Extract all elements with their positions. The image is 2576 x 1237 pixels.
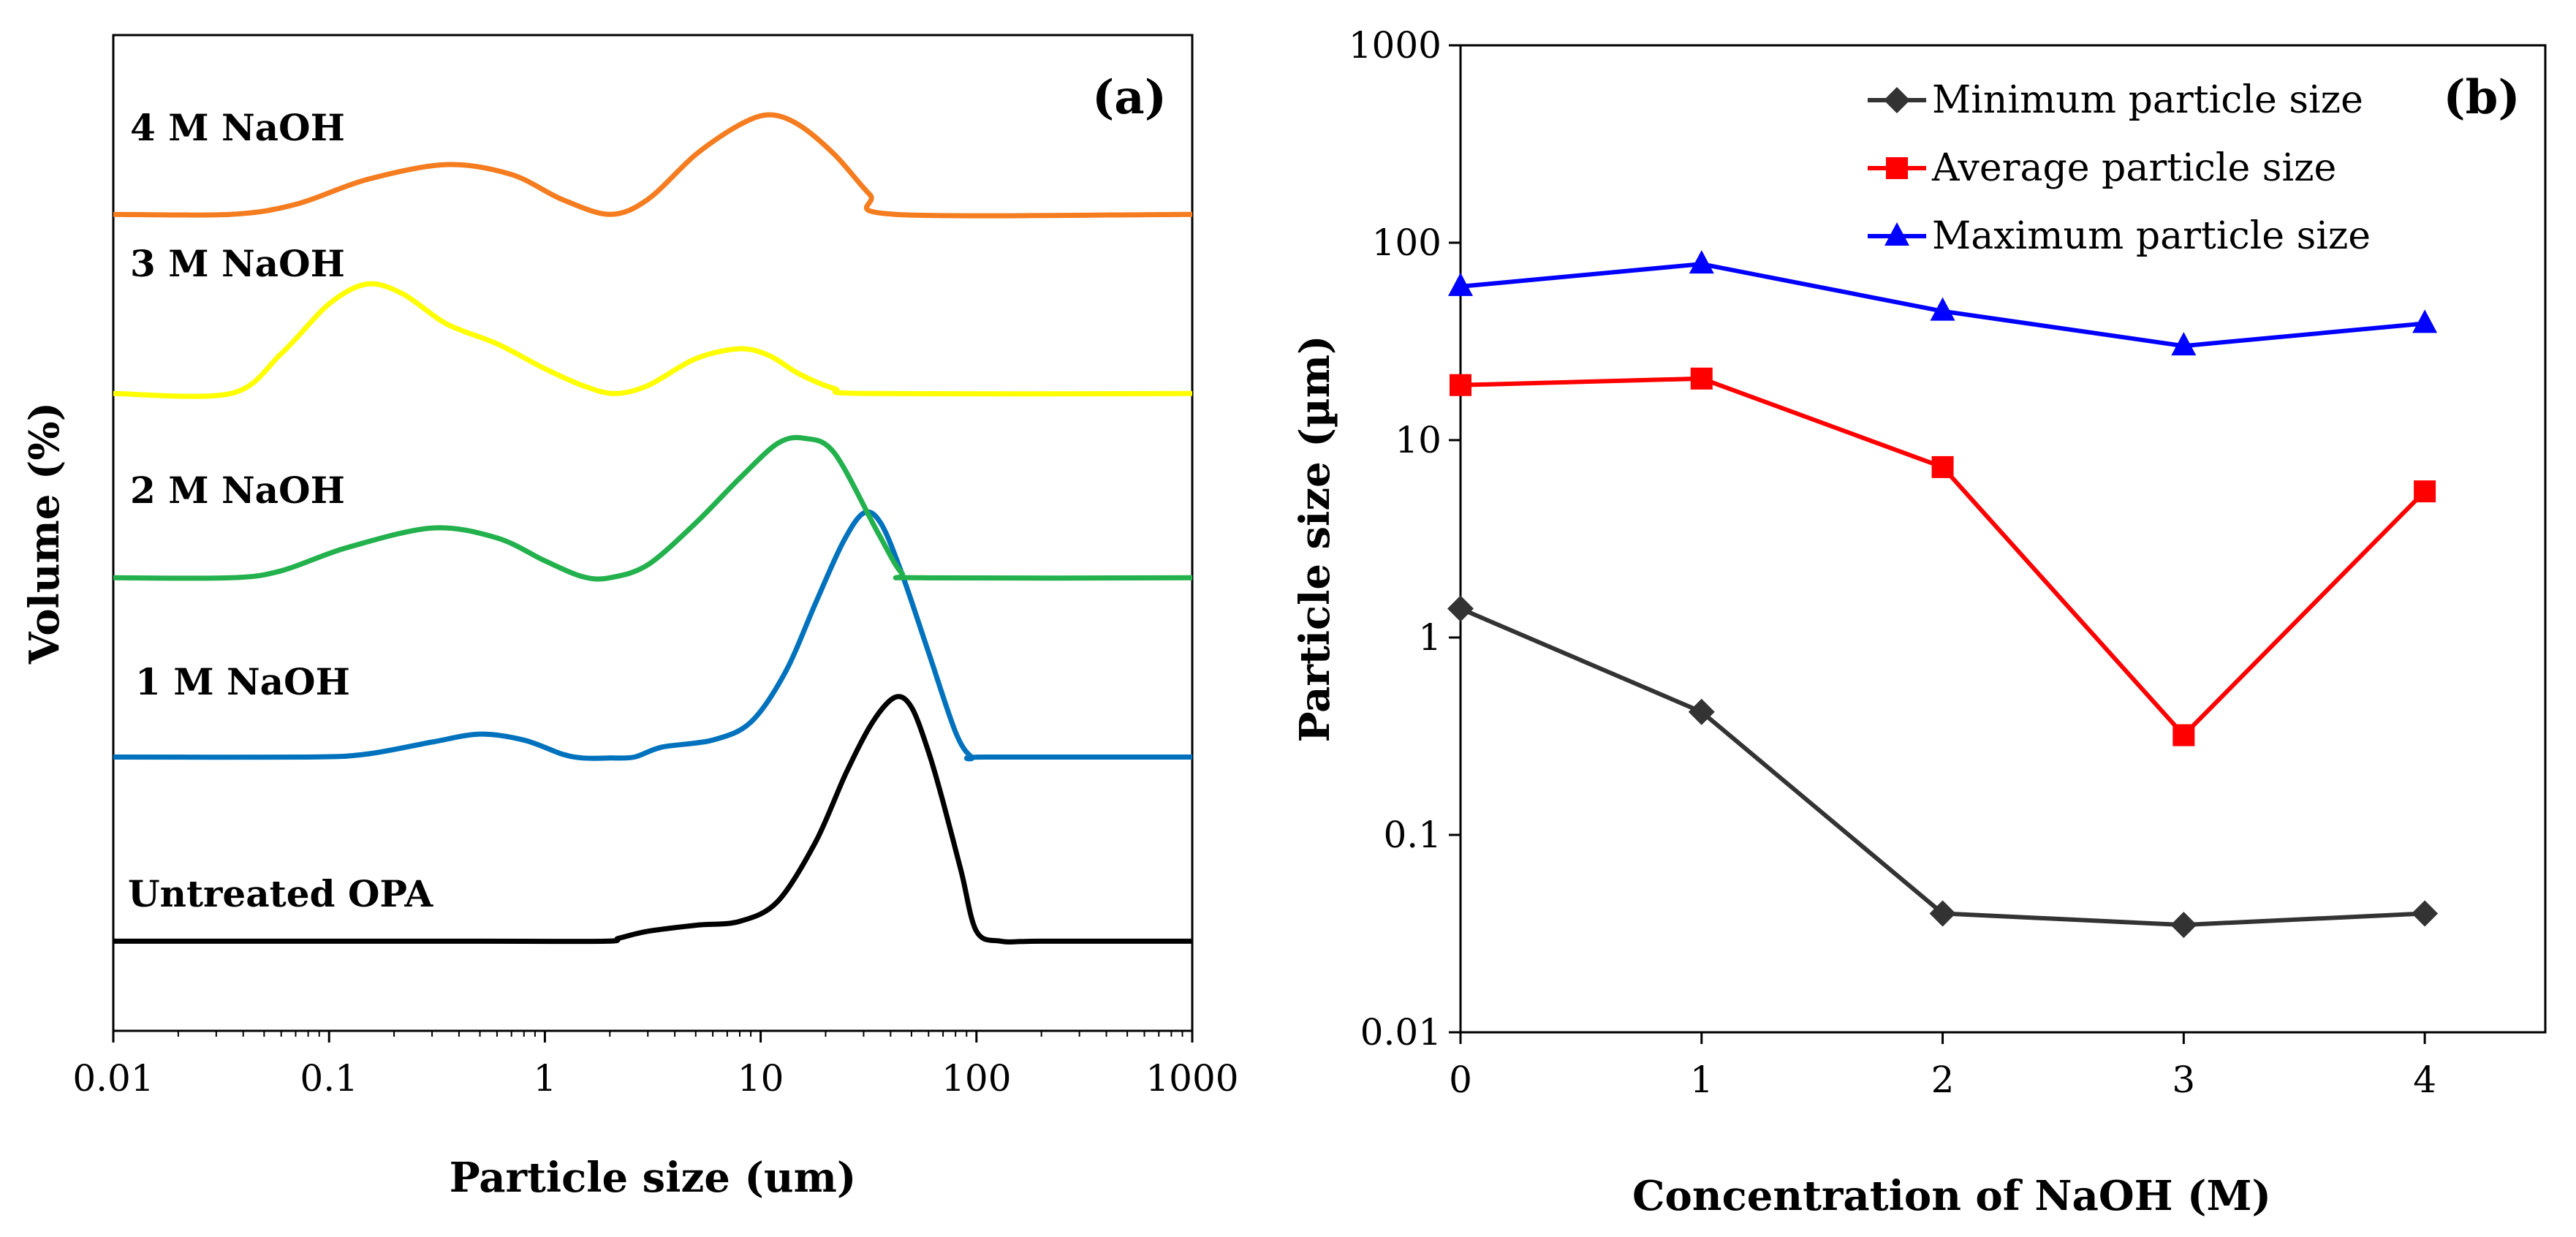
panel-a-curves: [113, 112, 1193, 945]
data-point-average-particle-size: [1931, 455, 1954, 478]
panel-a-y-axis-title: Volume (%): [20, 402, 69, 665]
y-tick-label: 0.1: [1383, 814, 1442, 856]
panel-b-x-axis-title: Concentration of NaOH (M): [1632, 1172, 2271, 1220]
data-point-minimum-particle-size: [1447, 595, 1474, 622]
data-point-minimum-particle-size: [1929, 900, 1956, 927]
curve-label-2-m-naoh: 2 M NaOH: [130, 469, 345, 512]
panel-b-label: (b): [2443, 70, 2520, 125]
data-point-average-particle-size: [2172, 724, 2195, 746]
y-tick-label: 0.01: [1360, 1011, 1442, 1053]
series-line-average-particle-size: [1460, 376, 2427, 738]
legend-marker-maximum-particle-size: [1884, 222, 1909, 246]
panel-a-label: (a): [1092, 70, 1167, 125]
data-point-average-particle-size: [2414, 480, 2436, 503]
curve-2-m-naoh: [113, 434, 1193, 582]
data-point-maximum-particle-size: [2171, 332, 2197, 356]
curve-label-3-m-naoh: 3 M NaOH: [130, 242, 345, 285]
y-tick-label: 10: [1395, 419, 1442, 461]
data-point-average-particle-size: [1450, 374, 1471, 396]
panel-a-plot-frame: [112, 34, 1194, 1032]
curve-4-m-naoh: [113, 112, 1193, 219]
curve-3-m-naoh: [113, 281, 1193, 399]
panel-b-particle-size-chart: 0.01 0.1 1 10 100 1000 0 1 2 3 4 Minimum particle …: [1291, 24, 2547, 1220]
data-point-maximum-particle-size: [2412, 309, 2438, 333]
x-tick-label: 2: [1931, 1059, 1955, 1101]
x-tick-label: 1000: [1145, 1057, 1238, 1100]
panel-b-legend: Minimum particle size Average particle si…: [1868, 78, 2371, 258]
x-tick-label: 0.01: [72, 1057, 154, 1100]
series-line-minimum-particle-size: [1459, 606, 2425, 928]
curve-untreated-opa: [113, 694, 1192, 945]
x-tick-label: 10: [738, 1057, 784, 1100]
x-tick-label: 1: [533, 1057, 556, 1100]
data-point-maximum-particle-size: [1689, 250, 1714, 274]
data-point-average-particle-size: [1690, 367, 1713, 390]
panel-a-x-axis-title: Particle size (um): [450, 1154, 857, 1202]
panel-a-curve-labels: Untreated OPA 1 M NaOH 2 M NaOH 3 M NaOH 4 M…: [128, 106, 433, 915]
data-point-minimum-particle-size: [2170, 912, 2197, 939]
x-tick-label: 3: [2172, 1059, 2195, 1101]
data-point-minimum-particle-size: [2412, 900, 2439, 927]
panel-b-series: [1447, 250, 2439, 939]
legend-label-minimum-particle-size: Minimum particle size: [1932, 78, 2363, 122]
x-tick-label: 0.1: [300, 1057, 358, 1100]
panel-b-y-axis-title: Particle size (µm): [1291, 336, 1339, 743]
legend-marker-minimum-particle-size: [1884, 87, 1910, 113]
data-point-minimum-particle-size: [1688, 698, 1715, 725]
legend-label-maximum-particle-size: Maximum particle size: [1932, 214, 2371, 258]
y-tick-label: 1000: [1349, 24, 1442, 67]
legend-label-average-particle-size: Average particle size: [1931, 146, 2336, 190]
panel-a-x-ticks: 0.01 0.1 1 10 100 1000: [72, 1031, 1239, 1100]
y-tick-label: 100: [1372, 222, 1442, 264]
panel-a-distribution-chart: 0.01 0.1 1 10 100 1000 Untreated OPA 1 M NaOH 2…: [20, 34, 1239, 1202]
x-tick-label: 1: [1690, 1059, 1713, 1101]
curve-label-1-m-naoh: 1 M NaOH: [135, 660, 350, 703]
y-tick-label: 1: [1418, 616, 1442, 659]
x-tick-label: 4: [2413, 1059, 2436, 1101]
x-tick-label: 100: [942, 1057, 1011, 1100]
panel-b-axis-ticks: 0.01 0.1 1 10 100 1000 0 1 2 3 4: [1349, 24, 2436, 1101]
data-point-maximum-particle-size: [1448, 272, 1473, 296]
panel-b-plot-frame: [1459, 44, 2547, 1034]
x-tick-label: 0: [1449, 1059, 1472, 1101]
legend-marker-average-particle-size: [1886, 157, 1908, 179]
data-point-maximum-particle-size: [1930, 297, 1955, 321]
curve-1-m-naoh: [113, 509, 1192, 762]
curve-label-4-m-naoh: 4 M NaOH: [130, 106, 345, 149]
curve-label-untreated-opa: Untreated OPA: [128, 872, 433, 915]
